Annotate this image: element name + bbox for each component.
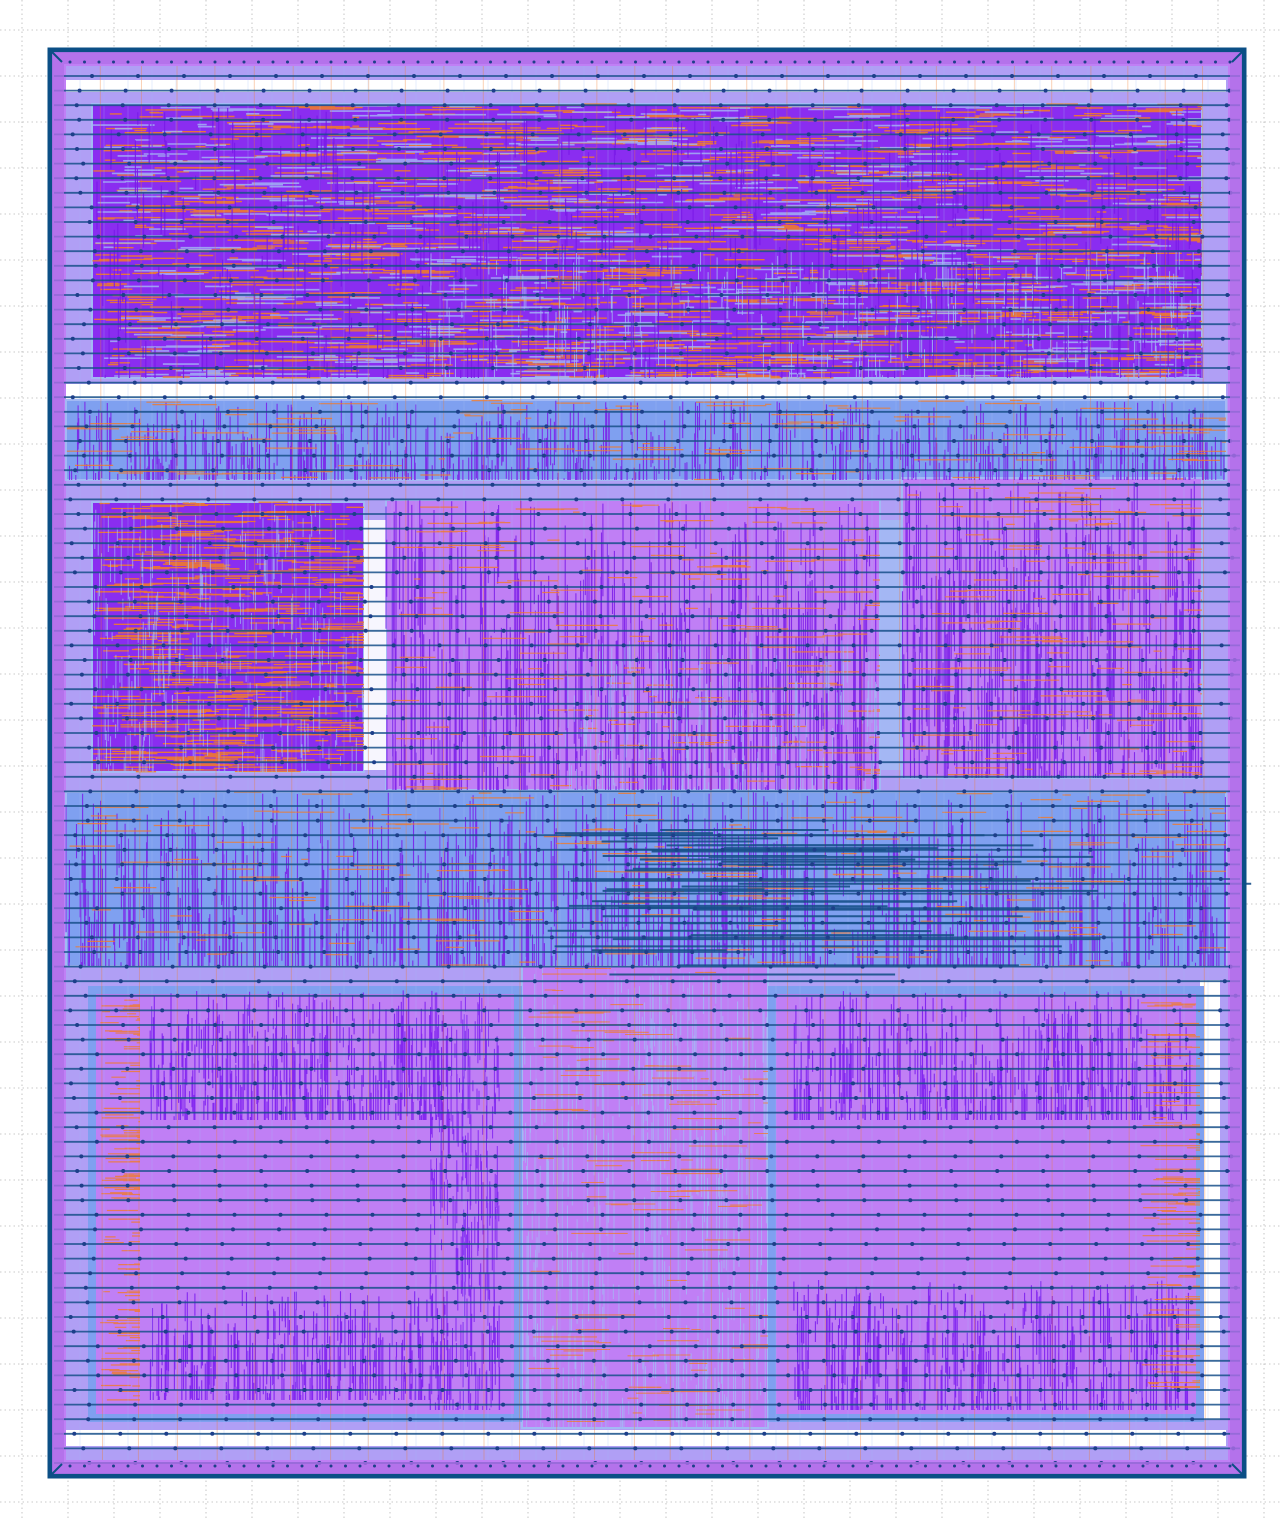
core-ring-outer xyxy=(47,47,1247,1479)
routing-orange-right-upper xyxy=(905,477,1202,776)
core-ring xyxy=(47,47,1247,1479)
core-ring-inner xyxy=(52,52,1242,1474)
block-left-lower-frame xyxy=(88,986,522,1422)
block-right-lower-frame xyxy=(768,986,1204,1422)
channel-white xyxy=(66,384,1226,400)
routing-violet-left-lower-bottom xyxy=(149,1290,449,1400)
core-ring-corners xyxy=(49,49,1245,1477)
block-center-lower xyxy=(521,965,769,1429)
routing-light-center-lower xyxy=(521,968,769,1428)
core-ring-vias xyxy=(68,60,1232,1468)
